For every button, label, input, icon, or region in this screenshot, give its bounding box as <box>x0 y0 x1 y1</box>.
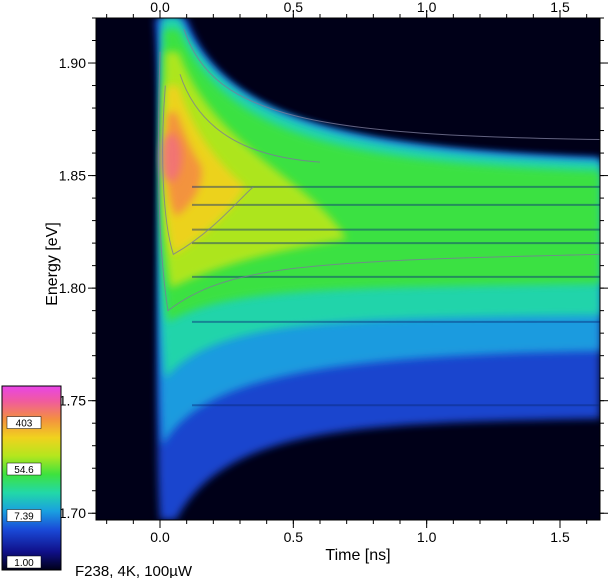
x-tick-label: 0.0 <box>150 529 170 545</box>
contour-line <box>183 29 600 141</box>
y-axis-left: 1.70 1.75 1.80 1.85 1.90 <box>59 17 96 521</box>
colorbar-label-box <box>6 509 42 522</box>
x-axis-title: Time [ns] <box>325 547 390 564</box>
plot-frame <box>95 17 601 521</box>
x-tick-label: 1.5 <box>550 529 570 545</box>
x-axis-bottom: 0.0 0.5 1.0 1.5 <box>106 520 588 545</box>
caption: F238, 4K, 100µW <box>75 563 193 578</box>
x-tick-label-top: 0.0 <box>150 0 170 15</box>
colorbar-label-box <box>6 416 42 429</box>
y-tick-label: 1.90 <box>59 55 86 71</box>
x-tick-label-top: 1.5 <box>550 0 570 15</box>
colorbar-label-box <box>6 555 42 569</box>
contour-line <box>158 51 600 312</box>
emission-peak <box>159 133 182 182</box>
colorbar-label: 1.00 <box>14 558 34 569</box>
colorbar-label-box <box>6 462 42 476</box>
colorbar: 1.00 7.39 54.6 403 <box>1 385 62 571</box>
heatmap-area <box>96 18 600 520</box>
y-tick-label: 1.70 <box>59 505 86 521</box>
y-axis-right <box>600 17 608 514</box>
y-axis-title: Energy [eV] <box>44 222 61 306</box>
colorbar-label: 403 <box>16 419 33 430</box>
colorbar-gradient <box>1 385 62 571</box>
colorbar-label: 54.6 <box>14 465 34 476</box>
x-tick-label: 0.5 <box>284 529 304 545</box>
x-axis-top: 0.0 0.5 1.0 1.5 <box>106 0 588 18</box>
y-tick-label: 1.85 <box>59 168 86 184</box>
colorbar-label: 7.39 <box>14 512 34 523</box>
x-tick-label: 1.0 <box>417 529 437 545</box>
y-tick-label: 1.80 <box>59 280 86 296</box>
emission-layer <box>164 85 246 255</box>
y-tick-label: 1.75 <box>59 393 86 409</box>
x-tick-label-top: 1.0 <box>417 0 437 15</box>
contour-line <box>179 74 321 163</box>
x-tick-label-top: 0.5 <box>284 0 304 15</box>
contour-line <box>162 85 254 256</box>
